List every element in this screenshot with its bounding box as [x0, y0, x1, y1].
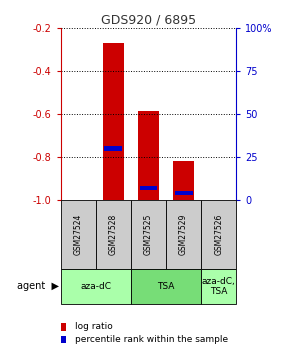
Text: GSM27526: GSM27526: [214, 214, 223, 255]
Bar: [131, 269, 201, 304]
Bar: [61, 269, 131, 304]
Bar: [131, 200, 166, 269]
Bar: [201, 200, 236, 269]
Text: GSM27525: GSM27525: [144, 214, 153, 255]
Bar: [96, 200, 131, 269]
Text: TSA: TSA: [157, 282, 175, 291]
Bar: [61, 200, 96, 269]
Text: percentile rank within the sample: percentile rank within the sample: [75, 335, 228, 344]
Text: GSM27529: GSM27529: [179, 214, 188, 255]
Bar: [175, 191, 193, 195]
Bar: [138, 111, 159, 200]
Bar: [173, 161, 194, 200]
Bar: [139, 186, 158, 190]
Bar: [103, 43, 124, 200]
Text: aza-dC: aza-dC: [80, 282, 111, 291]
Text: GSM27524: GSM27524: [74, 214, 83, 255]
Text: agent  ▶: agent ▶: [17, 282, 59, 291]
Bar: [201, 269, 236, 304]
Text: aza-dC,
TSA: aza-dC, TSA: [202, 277, 236, 296]
Text: GSM27528: GSM27528: [109, 214, 118, 255]
Text: log ratio: log ratio: [75, 322, 113, 331]
Title: GDS920 / 6895: GDS920 / 6895: [101, 13, 196, 27]
Bar: [104, 146, 122, 150]
Bar: [166, 200, 201, 269]
